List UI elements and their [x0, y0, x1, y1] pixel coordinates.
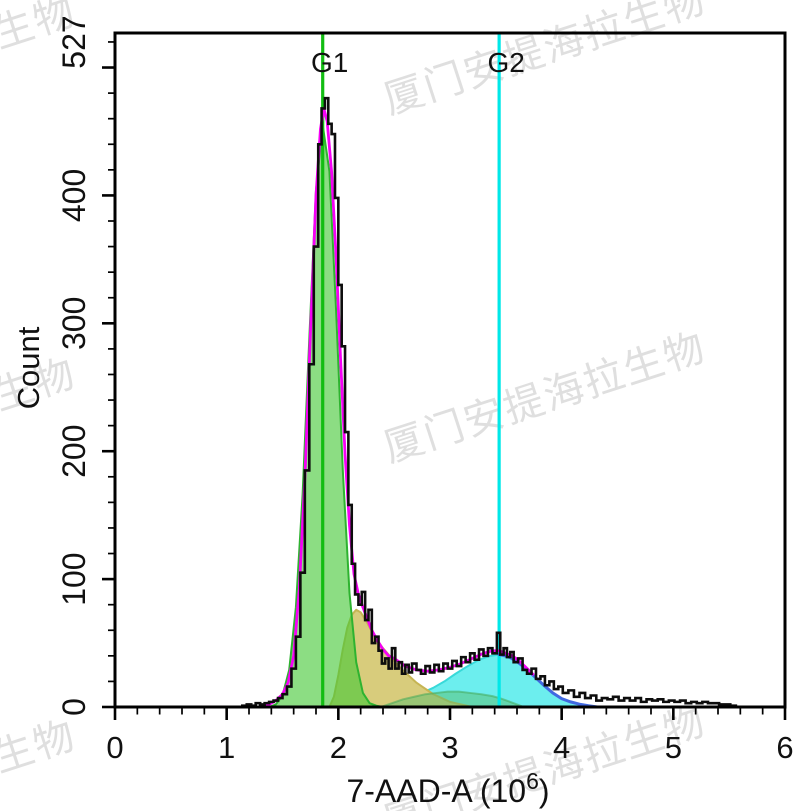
x-tick-label: 6 — [776, 730, 793, 765]
peak-label-g1: G1 — [311, 47, 348, 78]
peak-label-g2: G2 — [487, 47, 524, 78]
x-tick-label: 1 — [218, 730, 235, 765]
plot-frame — [113, 31, 787, 709]
aggregates-area — [379, 690, 525, 708]
x-tick-label: 5 — [665, 730, 682, 765]
tick-label-layer: 0 1 2 3 4 5 6 0 100 200 300 400 — [56, 169, 793, 765]
y-axis-max-label: 527 — [56, 15, 92, 68]
x-tick-label: 3 — [441, 730, 458, 765]
y-tick-label: 200 — [56, 425, 92, 478]
y-tick-label: 0 — [56, 698, 92, 716]
x-tick-label: 4 — [553, 730, 570, 765]
x-axis-title: 7-AAD-A (106) — [346, 768, 549, 809]
g2-model-edge-line — [497, 653, 599, 709]
raw-data-line — [237, 96, 738, 709]
y-tick-label: 300 — [56, 297, 92, 350]
x-axis-title-superscript: 6 — [526, 768, 539, 794]
y-axis-title: Count — [11, 326, 46, 409]
y-tick-label: 400 — [56, 169, 92, 222]
y-tick-label: 100 — [56, 552, 92, 605]
x-axis-title-base: 7-AAD-A (10 — [346, 773, 526, 809]
model-fill-layer — [268, 124, 599, 708]
marker-line-layer — [321, 34, 501, 706]
x-tick-label: 0 — [106, 730, 123, 765]
x-tick-label: 2 — [330, 730, 347, 765]
x-axis-title-close: ) — [539, 773, 550, 809]
curve-layer — [237, 96, 738, 709]
tick-layer — [102, 41, 787, 720]
g1-phase-area — [268, 124, 384, 708]
peak-label-layer: G1 G2 — [311, 47, 525, 78]
